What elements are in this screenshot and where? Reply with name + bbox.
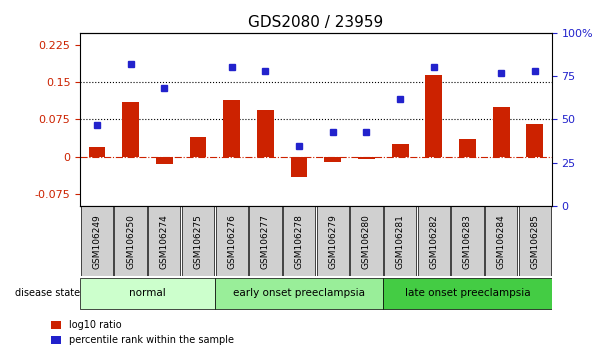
Bar bbox=[122, 102, 139, 157]
Bar bbox=[215, 278, 383, 309]
Bar bbox=[257, 109, 274, 157]
Text: GSM106281: GSM106281 bbox=[396, 214, 404, 269]
Bar bbox=[249, 206, 282, 276]
Text: GSM106279: GSM106279 bbox=[328, 214, 337, 269]
Text: disease state: disease state bbox=[15, 288, 80, 298]
Bar bbox=[492, 107, 510, 157]
Bar bbox=[383, 278, 551, 309]
Bar bbox=[89, 147, 105, 157]
Bar bbox=[80, 278, 215, 309]
Text: GSM106250: GSM106250 bbox=[126, 214, 135, 269]
Text: early onset preeclampsia: early onset preeclampsia bbox=[233, 288, 365, 298]
Bar bbox=[215, 206, 248, 276]
Bar bbox=[283, 206, 315, 276]
Bar bbox=[148, 206, 181, 276]
Text: late onset preeclampsia: late onset preeclampsia bbox=[405, 288, 530, 298]
Text: GSM106278: GSM106278 bbox=[294, 214, 303, 269]
Bar bbox=[114, 206, 147, 276]
Legend: log10 ratio, percentile rank within the sample: log10 ratio, percentile rank within the … bbox=[47, 316, 238, 349]
Bar bbox=[324, 157, 341, 162]
Text: GSM106284: GSM106284 bbox=[497, 214, 506, 269]
Text: GSM106274: GSM106274 bbox=[160, 214, 169, 269]
Bar bbox=[384, 206, 416, 276]
Bar bbox=[485, 206, 517, 276]
Bar bbox=[459, 139, 476, 157]
Text: GSM106282: GSM106282 bbox=[429, 214, 438, 269]
Text: GSM106280: GSM106280 bbox=[362, 214, 371, 269]
Bar bbox=[223, 99, 240, 157]
Title: GDS2080 / 23959: GDS2080 / 23959 bbox=[248, 15, 384, 30]
Text: GSM106277: GSM106277 bbox=[261, 214, 270, 269]
Bar bbox=[291, 157, 308, 177]
Bar bbox=[426, 75, 442, 157]
Text: GSM106285: GSM106285 bbox=[530, 214, 539, 269]
Text: GSM106283: GSM106283 bbox=[463, 214, 472, 269]
Bar bbox=[81, 206, 113, 276]
Bar bbox=[392, 144, 409, 157]
Bar bbox=[451, 206, 483, 276]
Bar bbox=[156, 157, 173, 164]
Text: GSM106275: GSM106275 bbox=[193, 214, 202, 269]
Bar bbox=[350, 206, 382, 276]
Bar bbox=[527, 125, 543, 157]
Bar bbox=[519, 206, 551, 276]
Bar bbox=[190, 137, 207, 157]
Bar bbox=[317, 206, 349, 276]
Text: GSM106276: GSM106276 bbox=[227, 214, 236, 269]
Bar bbox=[182, 206, 214, 276]
Bar bbox=[358, 157, 375, 159]
Text: normal: normal bbox=[129, 288, 166, 298]
Bar bbox=[418, 206, 450, 276]
Text: GSM106249: GSM106249 bbox=[92, 214, 102, 269]
